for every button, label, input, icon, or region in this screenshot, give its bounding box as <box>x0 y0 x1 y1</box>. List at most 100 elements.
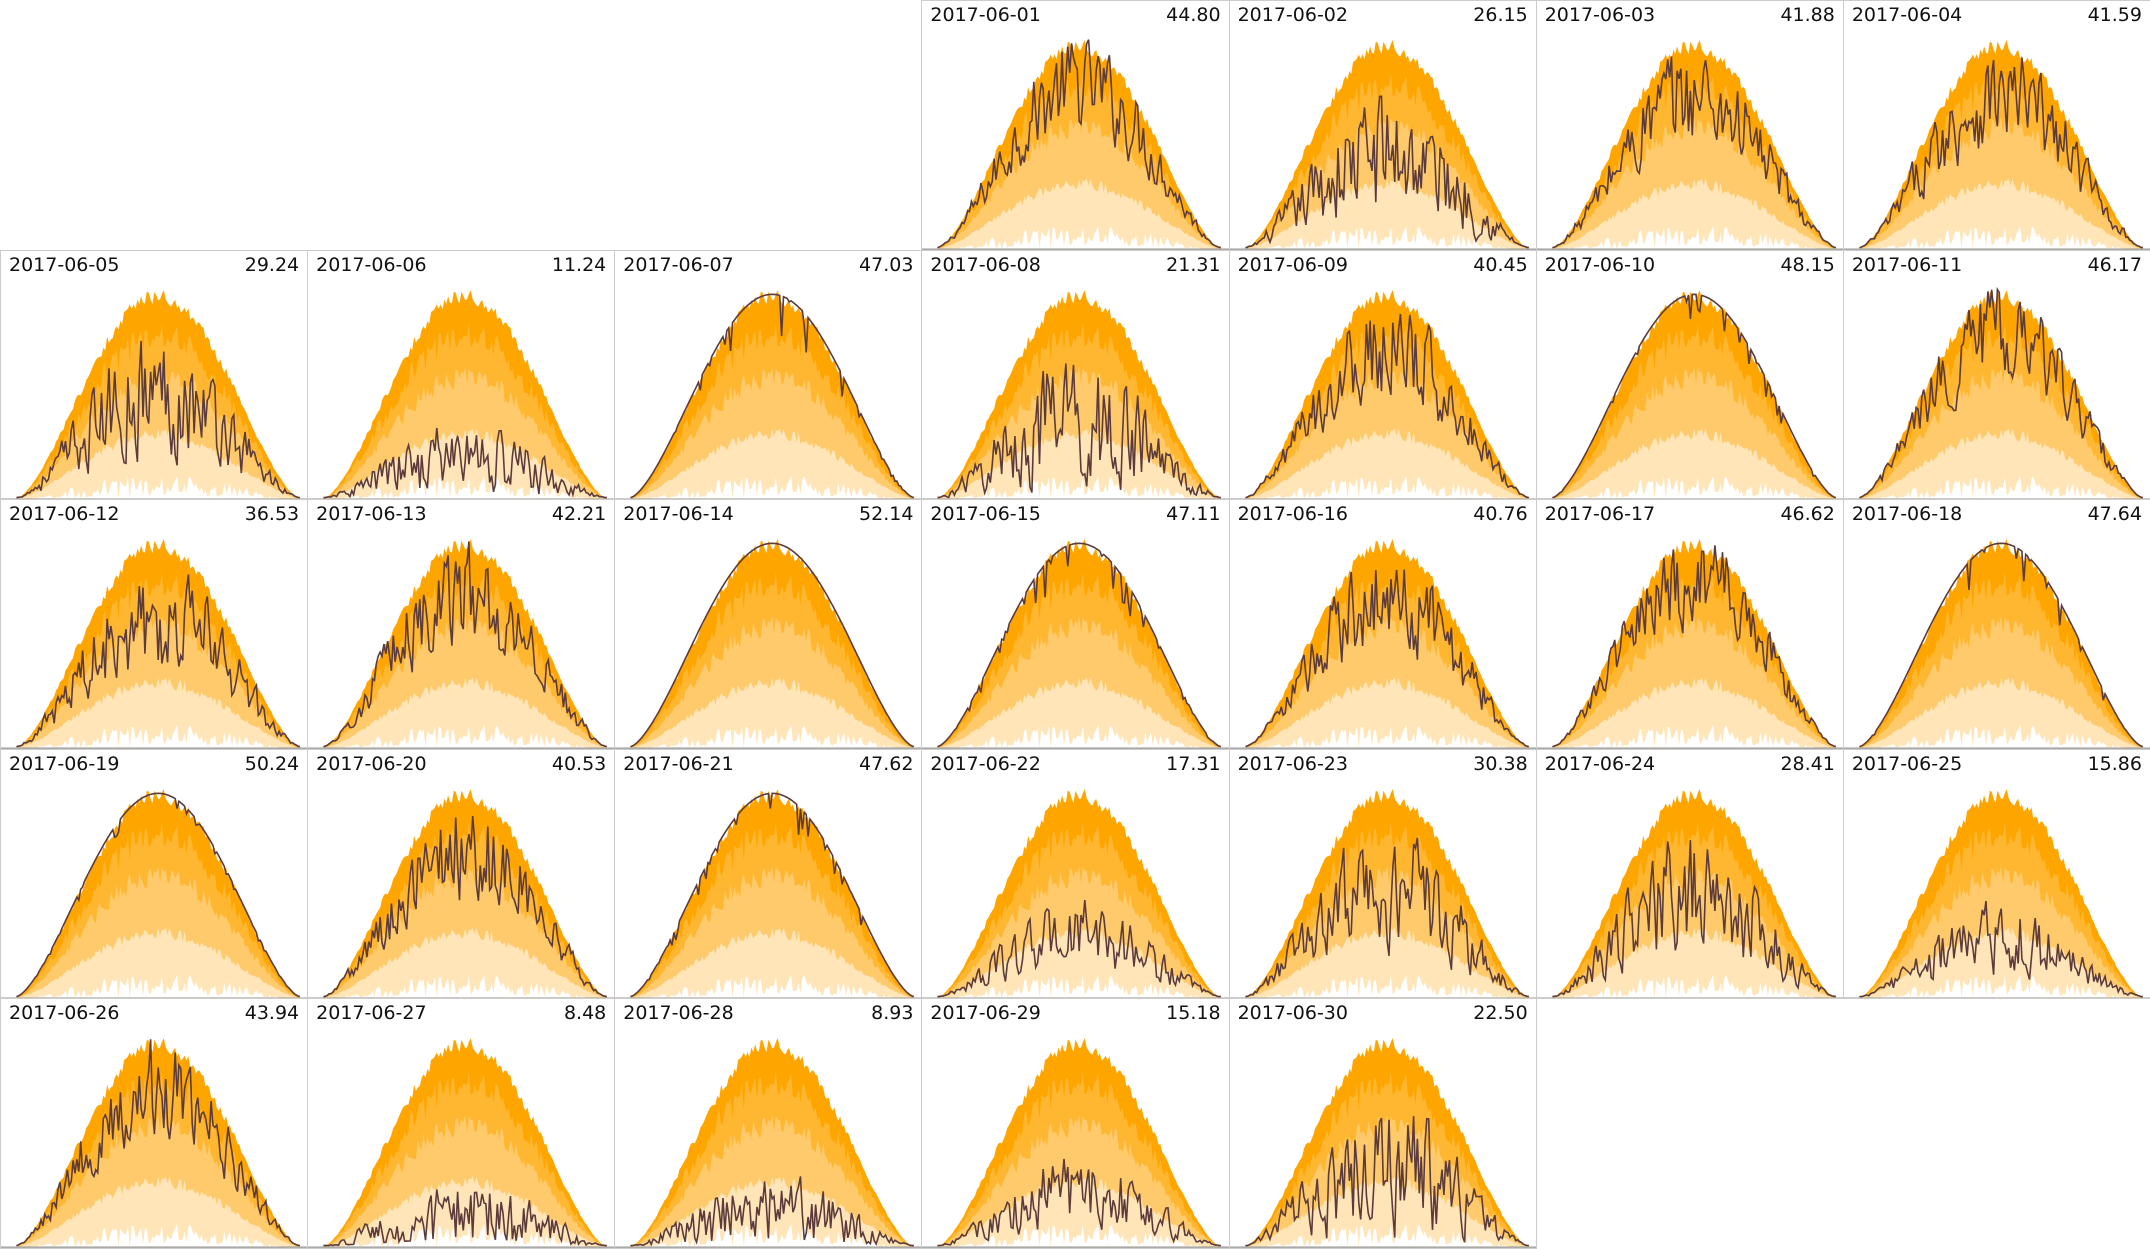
band-min-area <box>323 725 608 748</box>
day-plot <box>1229 788 1536 999</box>
day-date-label: 2017-06-18 <box>1851 503 1963 526</box>
band-min-area <box>1552 475 1836 499</box>
day-panel: 2017-06-13 42.21 <box>307 499 616 750</box>
day-plot <box>308 1038 615 1248</box>
band-low-area <box>1244 1176 1529 1247</box>
day-date-label: 2017-06-05 <box>9 253 120 276</box>
day-panel: 2017-06-26 43.94 <box>0 998 309 1249</box>
day-plot <box>1229 289 1536 500</box>
day-output-line <box>323 541 608 748</box>
day-panel: 2017-06-12 36.53 <box>0 499 309 750</box>
day-total-label: 40.53 <box>551 752 607 775</box>
day-output-line <box>937 542 1222 748</box>
day-total-label: 46.62 <box>1780 503 1835 526</box>
day-plot <box>922 788 1229 999</box>
band-min-area <box>323 974 608 998</box>
day-plot <box>922 39 1229 250</box>
day-panel: 2017-06-08 21.31 <box>921 249 1230 501</box>
day-panel: 2017-06-30 22.50 <box>1228 998 1537 1249</box>
day-date-label: 2017-06-19 <box>9 752 120 775</box>
day-output-line <box>1551 545 1836 748</box>
day-panel: 2017-06-18 47.64 <box>1842 499 2150 750</box>
day-plot <box>1 788 308 999</box>
day-plot <box>922 289 1229 500</box>
band-min-area <box>1859 475 2143 499</box>
day-date-label: 2017-06-13 <box>316 503 427 526</box>
day-plot <box>308 289 615 500</box>
band-low-area <box>630 927 915 998</box>
day-output-line <box>630 792 915 998</box>
day-date-label: 2017-06-28 <box>623 1002 734 1025</box>
day-panel: 2017-06-01 44.80 <box>921 0 1230 251</box>
day-output-line <box>937 1159 1222 1247</box>
band-min-area <box>630 725 915 748</box>
band-min-area <box>1552 225 1836 249</box>
day-panel: 2017-06-03 41.88 <box>1535 0 1844 251</box>
day-date-label: 2017-06-22 <box>930 752 1041 775</box>
day-total-label: 29.24 <box>244 253 300 276</box>
day-output-line <box>630 1176 915 1247</box>
band-min-area <box>323 475 608 499</box>
day-total-label: 48.15 <box>1780 253 1835 276</box>
band-min-area <box>16 725 300 748</box>
day-plot <box>615 539 922 749</box>
day-output-line <box>1859 57 2143 249</box>
day-date-label: 2017-06-30 <box>1237 1002 1348 1025</box>
band-low-area <box>1859 178 2143 249</box>
day-total-label: 30.38 <box>1473 752 1528 775</box>
day-date-label: 2017-06-09 <box>1237 253 1348 276</box>
day-output-line <box>16 792 301 998</box>
day-plot <box>1536 289 1843 500</box>
day-date-label: 2017-06-16 <box>1237 503 1348 526</box>
band-low-area <box>630 428 915 499</box>
day-panel: 2017-06-23 30.38 <box>1228 748 1537 1000</box>
day-total-label: 47.03 <box>859 253 914 276</box>
day-total-label: 47.62 <box>859 752 914 775</box>
day-output-line <box>1551 293 1836 498</box>
day-total-label: 28.41 <box>1780 752 1835 775</box>
band-min-area <box>937 725 1222 748</box>
day-panel: 2017-06-04 41.59 <box>1842 0 2150 251</box>
band-low-area <box>1244 178 1529 249</box>
day-total-label: 47.64 <box>2087 503 2142 526</box>
day-total-label: 40.45 <box>1473 253 1528 276</box>
band-low-area <box>323 927 608 998</box>
day-panel: 2017-06-24 28.41 <box>1535 748 1844 1000</box>
day-panel: 2017-06-16 40.76 <box>1228 499 1537 750</box>
day-total-label: 52.14 <box>859 503 914 526</box>
day-panel: 2017-06-11 46.17 <box>1842 249 2150 501</box>
day-output-line <box>1859 900 2143 998</box>
band-min-area <box>1244 974 1529 998</box>
band-min-area <box>1244 725 1529 748</box>
day-date-label: 2017-06-07 <box>623 253 734 276</box>
day-date-label: 2017-06-10 <box>1544 253 1656 276</box>
band-min-area <box>1859 225 2143 249</box>
band-low-area <box>16 1176 300 1247</box>
day-plot <box>1536 40 1843 250</box>
day-panel: 2017-06-28 8.93 <box>614 998 923 1249</box>
day-panel: 2017-06-10 48.15 <box>1535 249 1844 501</box>
day-total-label: 41.88 <box>1780 4 1835 26</box>
day-plot <box>1229 40 1536 250</box>
band-low-area <box>1552 178 1836 249</box>
band-low-area <box>1552 927 1836 998</box>
day-date-label: 2017-06-12 <box>9 503 120 526</box>
band-min-area <box>1552 725 1836 748</box>
day-output-line <box>1859 286 2143 498</box>
day-output-line <box>16 574 301 748</box>
day-output-line <box>1244 837 1529 998</box>
band-low-area <box>1859 677 2143 748</box>
day-total-label: 44.80 <box>1166 4 1221 26</box>
band-low-area <box>323 677 608 748</box>
band-min-area <box>1859 974 2143 998</box>
day-output-line <box>1859 542 2143 748</box>
day-total-label: 8.93 <box>871 1002 914 1025</box>
day-total-label: 26.15 <box>1473 4 1528 26</box>
band-min-area <box>1244 1224 1529 1247</box>
day-plot <box>1229 1038 1536 1248</box>
band-min-area <box>630 475 915 499</box>
band-low-area <box>1244 428 1529 499</box>
day-date-label: 2017-06-14 <box>623 503 734 526</box>
day-plot <box>1843 286 2150 500</box>
day-total-label: 40.76 <box>1473 503 1528 526</box>
